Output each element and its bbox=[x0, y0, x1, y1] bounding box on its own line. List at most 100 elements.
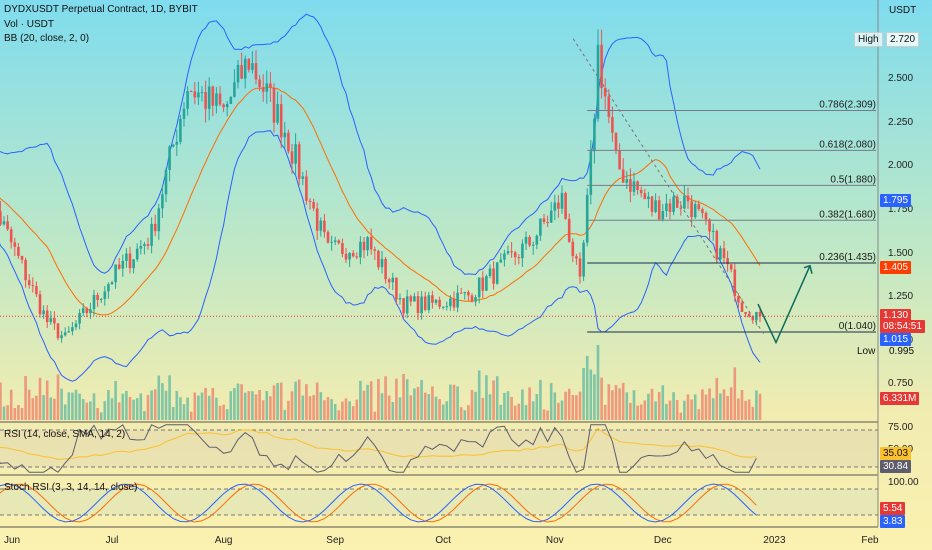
candle-body bbox=[269, 83, 272, 88]
volume-bar bbox=[9, 389, 13, 420]
volume-bar bbox=[402, 373, 405, 420]
volume-bar bbox=[726, 395, 729, 420]
volume-bar bbox=[679, 412, 683, 420]
volume-bar bbox=[557, 402, 560, 420]
price-tick-label: 2.500 bbox=[888, 73, 913, 84]
candle-body bbox=[434, 299, 438, 303]
volume-bar bbox=[99, 412, 103, 420]
candle-body bbox=[143, 244, 146, 246]
candle-body bbox=[384, 258, 387, 280]
candle-body bbox=[276, 104, 279, 123]
candle-body bbox=[661, 211, 665, 220]
volume-bar bbox=[542, 409, 546, 420]
volume-bar bbox=[294, 381, 297, 420]
candle-body bbox=[481, 277, 485, 291]
candle-body bbox=[254, 63, 258, 80]
candle-body bbox=[139, 245, 143, 249]
candle-body bbox=[560, 192, 564, 209]
volume-bar bbox=[686, 394, 690, 420]
volume-bar bbox=[337, 410, 341, 420]
candle-body bbox=[675, 196, 679, 208]
volume-bar bbox=[175, 390, 179, 420]
candle-body bbox=[632, 181, 636, 192]
candle-body bbox=[571, 241, 575, 257]
rsi-sma-line bbox=[0, 427, 757, 461]
candle-body bbox=[157, 208, 161, 232]
candle-body bbox=[24, 259, 27, 281]
stoch-k-tag: 3.83 bbox=[880, 515, 906, 528]
candle-body bbox=[546, 222, 549, 224]
candle-body bbox=[2, 221, 6, 225]
candle-body bbox=[614, 132, 618, 151]
volume-bar bbox=[6, 405, 9, 420]
candle-body bbox=[197, 92, 200, 98]
volume-bar bbox=[427, 394, 431, 420]
candle-body bbox=[528, 236, 531, 246]
volume-bar bbox=[643, 400, 647, 420]
stoch-k-line bbox=[0, 483, 757, 523]
volume-bar bbox=[715, 377, 719, 420]
volume-bar bbox=[618, 388, 621, 420]
candle-body bbox=[179, 118, 182, 142]
candle-body bbox=[13, 242, 17, 247]
stoch-d-line bbox=[0, 483, 757, 523]
candle-body bbox=[348, 252, 351, 260]
volume-bar bbox=[258, 390, 261, 420]
volume-bar bbox=[675, 399, 679, 420]
volume-bar bbox=[200, 392, 204, 420]
candle-body bbox=[78, 313, 81, 324]
candle-body bbox=[690, 201, 693, 218]
candle-body bbox=[488, 268, 492, 276]
volume-bar bbox=[96, 408, 99, 420]
candle-body bbox=[204, 92, 207, 109]
currency-label: USDT bbox=[889, 5, 917, 16]
volume-bar bbox=[279, 382, 283, 420]
low-value: 0.995 bbox=[889, 346, 915, 357]
volume-bar bbox=[229, 391, 233, 420]
volume-bar bbox=[697, 409, 701, 420]
candle-body bbox=[247, 58, 251, 70]
candle-body bbox=[668, 203, 672, 212]
candle-body bbox=[290, 151, 294, 164]
volume-bar bbox=[146, 394, 150, 420]
volume-bar bbox=[150, 390, 153, 420]
candle-body bbox=[467, 292, 470, 296]
volume-bar bbox=[265, 391, 269, 420]
candle-body bbox=[261, 87, 265, 92]
volume-bar bbox=[711, 398, 715, 420]
volume-bar bbox=[135, 398, 139, 420]
candle-body bbox=[567, 218, 571, 242]
stoch-rsi-title: Stoch RSI (3, 3, 14, 14, close) bbox=[4, 482, 138, 493]
price-tick-label: 0.750 bbox=[888, 378, 913, 389]
candle-body bbox=[539, 218, 542, 236]
volume-bar bbox=[499, 404, 503, 420]
volume-bar bbox=[323, 400, 326, 420]
volume-bar bbox=[621, 382, 625, 420]
candle-body bbox=[726, 258, 729, 265]
bb-basis-tag: 1.405 bbox=[880, 261, 912, 274]
time-axis-label: Oct bbox=[435, 535, 451, 546]
candle-body bbox=[618, 150, 621, 170]
candle-body bbox=[218, 93, 222, 105]
candle-body bbox=[45, 310, 49, 323]
volume-bar bbox=[560, 400, 564, 420]
volume-bar bbox=[236, 383, 240, 420]
volume-bar bbox=[351, 406, 355, 420]
volume-bar bbox=[513, 405, 517, 420]
candle-body bbox=[459, 292, 463, 294]
candle-body bbox=[125, 253, 128, 261]
candle-body bbox=[362, 241, 366, 251]
volume-bar bbox=[603, 404, 607, 420]
volume-bar bbox=[445, 401, 449, 420]
candle-body bbox=[409, 296, 413, 302]
candle-body bbox=[715, 230, 719, 260]
time-axis-label: Dec bbox=[654, 535, 672, 546]
volume-bar bbox=[204, 387, 207, 420]
candle-body bbox=[110, 282, 114, 285]
candle-body bbox=[373, 249, 377, 251]
projection-path bbox=[757, 265, 811, 345]
candle-body bbox=[391, 277, 395, 283]
volume-bar bbox=[2, 406, 6, 420]
